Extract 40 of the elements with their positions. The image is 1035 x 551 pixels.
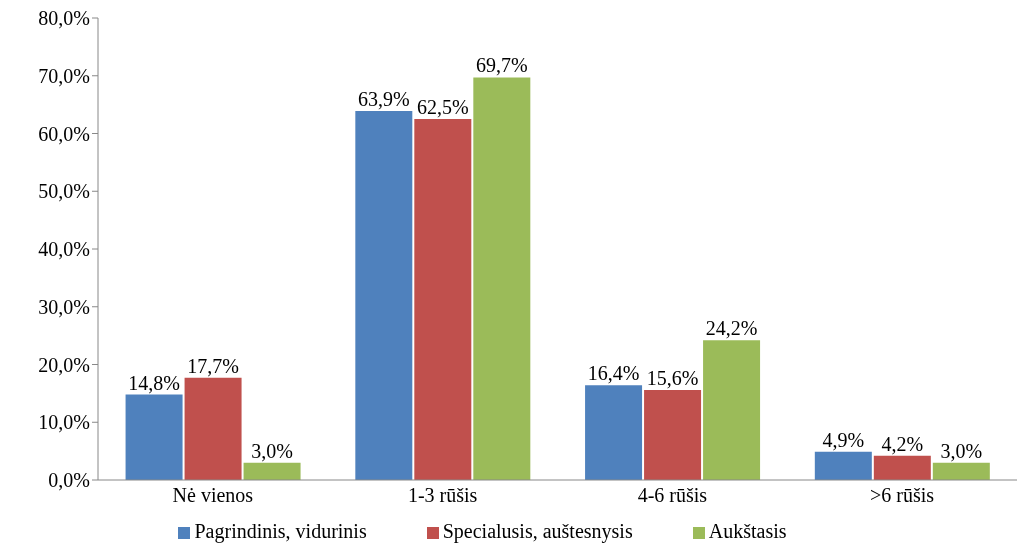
bar — [585, 385, 643, 480]
data-label: 62,5% — [416, 96, 469, 119]
data-label: 16,4% — [587, 362, 640, 385]
data-label: 63,9% — [357, 87, 410, 110]
y-tick-label: 40,0% — [38, 238, 90, 261]
y-tick-label: 0,0% — [48, 469, 90, 492]
y-tick-label: 10,0% — [38, 411, 90, 434]
y-tick-label: 70,0% — [38, 64, 90, 87]
y-tick-label: 60,0% — [38, 122, 90, 145]
x-tick-label: Nė vienos — [172, 484, 254, 507]
data-label: 14,8% — [128, 371, 180, 394]
y-tick-label: 20,0% — [38, 353, 90, 376]
bar — [644, 389, 702, 480]
legend-label: Pagrindinis, vidurinis — [194, 520, 367, 542]
data-label: 3,0% — [940, 439, 983, 462]
y-tick-label: 80,0% — [38, 7, 90, 30]
x-tick-label: 4-6 rūšis — [637, 484, 708, 507]
bar — [414, 119, 472, 480]
bar — [814, 451, 872, 480]
bar — [243, 462, 301, 480]
bar — [355, 110, 413, 480]
x-tick-label: 1-3 rūšis — [407, 484, 478, 507]
y-tick-label: 50,0% — [38, 180, 90, 203]
data-label: 3,0% — [251, 439, 293, 462]
bar — [473, 77, 531, 480]
bar — [932, 462, 990, 480]
legend-label: Specialusis, auštesnysis — [442, 520, 633, 542]
x-tick-label: >6 rūšis — [870, 484, 935, 507]
bar — [184, 377, 242, 480]
data-label: 4,2% — [881, 432, 924, 455]
data-label: 24,2% — [705, 317, 758, 340]
bar — [873, 455, 931, 480]
bar — [125, 394, 183, 480]
y-tick-label: 30,0% — [38, 295, 90, 318]
data-label: 69,7% — [475, 54, 528, 77]
data-label: 17,7% — [187, 354, 239, 377]
legend-label: Aukštasis — [708, 520, 787, 542]
data-label: 15,6% — [646, 366, 699, 389]
bar — [703, 340, 761, 480]
data-label: 4,9% — [822, 428, 865, 451]
